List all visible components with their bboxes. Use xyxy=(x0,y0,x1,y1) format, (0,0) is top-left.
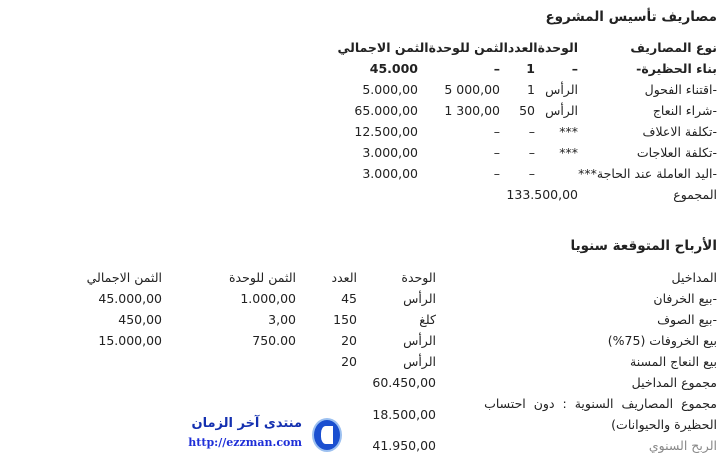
row-total: 45.000 xyxy=(369,61,418,76)
row-total: 3.000,00 xyxy=(362,166,418,181)
income-sum-value: 60.450,00 xyxy=(372,375,436,390)
section1-title: مصاريف تأسيس المشروع xyxy=(545,9,717,25)
row-total: 65.000,00 xyxy=(354,103,418,118)
header-cell: الثمن الاجمالي xyxy=(86,270,162,285)
row-label: -شراء النعاج xyxy=(652,103,717,118)
header-cell: العدد xyxy=(507,40,538,55)
row-label: بناء الحظيرة- xyxy=(636,61,717,76)
row-label: بيع النعاج المسنة xyxy=(630,354,717,369)
row-count: – xyxy=(528,145,535,160)
header-cell: الوحدة xyxy=(537,40,578,55)
row-total: 12.500,00 xyxy=(354,124,418,139)
header-cell: الثمن للوحدة xyxy=(228,270,296,285)
row-label: -اليد العاملة عند الحاجة*** xyxy=(578,166,717,181)
header-cell: الثمن للوحدة xyxy=(428,40,508,55)
row-unit-price: 750.00 xyxy=(252,333,296,348)
row-label: -بيع الصوف xyxy=(657,312,717,327)
row-unit: *** xyxy=(559,124,578,139)
row-count: – xyxy=(528,166,535,181)
row-label: -تكلفة الاعلاف xyxy=(642,124,717,139)
row-unit: الرأس xyxy=(403,333,436,348)
row-total: 45.000,00 xyxy=(98,291,162,306)
row-count: – xyxy=(528,124,535,139)
row-unit-price: – xyxy=(493,145,500,160)
row-label: -تكلفة العلاجات xyxy=(636,145,717,160)
row-unit: الرأس xyxy=(545,82,578,97)
row-unit: *** xyxy=(559,145,578,160)
row-unit: كلغ xyxy=(419,312,436,327)
row-count: 20 xyxy=(341,333,357,348)
header-cell: الوحدة xyxy=(401,270,436,285)
watermark-url: http://ezzman.com xyxy=(188,436,302,449)
forum-logo-icon xyxy=(312,418,342,452)
row-unit-price: – xyxy=(493,61,500,76)
row-unit-price: – xyxy=(493,166,500,181)
row-unit-price: – xyxy=(493,124,500,139)
header-cell: العدد xyxy=(331,270,357,285)
row-total: 5.000,00 xyxy=(362,82,418,97)
header-cell: نوع المصاريف xyxy=(630,40,717,55)
section1-header-row: الوحدة العدد الثمن للوحدة الثمن الاجمالي xyxy=(338,39,579,57)
row-unit: الرأس xyxy=(403,291,436,306)
row-count: 45 xyxy=(341,291,357,306)
section1-sum-label: المجموع xyxy=(673,187,717,202)
row-unit: الرأس xyxy=(403,354,436,369)
watermark: منتدى آخر الزمان http://ezzman.com xyxy=(120,416,342,459)
annual-expenses-value: 18.500,00 xyxy=(372,407,436,422)
row-unit-price: 1.000,00 xyxy=(240,291,296,306)
annual-expenses-label: مجموع المصاريف السنوية : دون احتساب xyxy=(484,396,717,411)
row-label: -اقتناء الفحول xyxy=(644,82,717,97)
row-count: 20 xyxy=(341,354,357,369)
section1-sum-value: 133.500,00 xyxy=(506,187,578,202)
row-unit: – xyxy=(571,61,578,76)
row-label: بيع الخروفات (75%) xyxy=(607,333,717,348)
row-count: 150 xyxy=(333,312,357,327)
watermark-title: منتدى آخر الزمان xyxy=(191,416,303,431)
header-cell: المداخيل xyxy=(671,270,717,285)
row-total: 15.000,00 xyxy=(98,333,162,348)
row-count: 50 xyxy=(519,103,535,118)
row-count: 1 xyxy=(527,82,535,97)
row-count: 1 xyxy=(526,61,535,76)
row-unit-price: 3,00 xyxy=(268,312,296,327)
row-total: 450,00 xyxy=(118,312,162,327)
row-unit-price: 1 300,00 xyxy=(444,103,500,118)
annual-profit-label: الربح السنوي xyxy=(648,438,717,453)
section2-title: الأرباح المتوقعة سنويا xyxy=(570,238,717,254)
annual-profit-value: 41.950,00 xyxy=(372,438,436,453)
row-unit: الرأس xyxy=(545,103,578,118)
row-total: 3.000,00 xyxy=(362,145,418,160)
header-cell: الثمن الاجمالي xyxy=(337,40,429,55)
row-unit-price: 5 000,00 xyxy=(444,82,500,97)
row-label: -بيع الخرفان xyxy=(653,291,717,306)
annual-expenses-label-line2: الحظيرة والحيوانات) xyxy=(611,417,717,432)
income-sum-label: مجموع المداخيل xyxy=(631,375,717,390)
